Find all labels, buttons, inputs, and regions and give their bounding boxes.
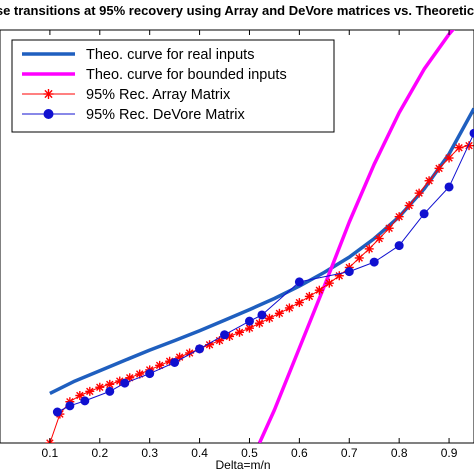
x-axis-label: Delta=m/n xyxy=(215,458,270,472)
chart-title: Phase transitions at 95% recovery using … xyxy=(0,3,474,18)
data-point-array xyxy=(394,212,404,222)
x-tick-layer: 0.1 0.2 0.3 0.4 0.5 0.6 0.7 0.8 0.9 xyxy=(42,30,458,460)
data-point-array xyxy=(464,141,474,151)
data-point-array xyxy=(234,327,244,337)
data-point-array xyxy=(95,382,105,392)
x-tick-label: 0.3 xyxy=(141,446,158,460)
data-point-devore xyxy=(120,378,130,388)
data-point-devore xyxy=(145,369,155,379)
data-point-array xyxy=(424,176,434,186)
data-point-devore xyxy=(257,310,267,320)
x-tick-label: 0.9 xyxy=(441,446,458,460)
legend-marker-devore xyxy=(43,109,54,119)
series-line-bounded xyxy=(257,30,455,443)
data-point-array xyxy=(135,369,145,379)
data-point-devore xyxy=(65,401,75,411)
legend: Theo. curve for real inputs Theo. curve f… xyxy=(11,39,335,133)
data-point-devore xyxy=(469,128,474,138)
data-point-devore xyxy=(344,267,354,277)
data-point-array xyxy=(304,291,314,301)
data-point-array xyxy=(264,313,274,323)
x-tick-label: 0.6 xyxy=(291,446,308,460)
data-point-array xyxy=(294,298,304,308)
legend-label-array: 95% Rec. Array Matrix xyxy=(86,87,231,103)
data-point-array xyxy=(374,234,384,244)
data-point-array xyxy=(75,391,85,401)
data-point-array xyxy=(384,223,394,233)
data-point-array xyxy=(364,244,374,254)
data-point-array xyxy=(324,278,334,288)
x-tick-label: 0.4 xyxy=(191,446,208,460)
data-point-array xyxy=(444,153,454,163)
data-point-devore xyxy=(244,316,254,326)
data-point-devore xyxy=(394,241,404,251)
data-point-devore xyxy=(294,277,304,287)
data-point-array xyxy=(354,253,364,263)
data-point-array xyxy=(454,143,464,153)
data-point-array xyxy=(254,318,264,328)
series-layer xyxy=(45,30,474,443)
legend-label-real: Theo. curve for real inputs xyxy=(86,47,254,63)
legend-label-devore: 95% Rec. DeVore Matrix xyxy=(86,107,246,123)
data-point-devore xyxy=(105,386,115,396)
data-point-array xyxy=(274,308,284,318)
data-point-devore xyxy=(80,396,90,406)
data-point-devore xyxy=(444,182,454,192)
data-point-array xyxy=(284,303,294,313)
data-point-array xyxy=(414,188,424,198)
legend-label-bounded: Theo. curve for bounded inputs xyxy=(86,67,287,83)
data-point-devore xyxy=(369,257,379,267)
data-point-array xyxy=(155,360,165,370)
data-point-array xyxy=(85,386,95,396)
data-point-devore xyxy=(170,357,180,367)
data-point-devore xyxy=(419,209,429,219)
x-tick-label: 0.2 xyxy=(91,446,108,460)
x-tick-label: 0.8 xyxy=(391,446,408,460)
legend-marker-array xyxy=(43,89,54,99)
x-tick-label: 0.5 xyxy=(241,446,258,460)
data-point-devore xyxy=(195,344,205,354)
x-tick-label: 0.1 xyxy=(42,446,59,460)
data-point-array xyxy=(404,201,414,211)
data-point-devore xyxy=(52,407,62,417)
legend-items: Theo. curve for real inputs Theo. curve f… xyxy=(22,47,287,123)
data-point-devore xyxy=(220,330,230,340)
x-tick-label: 0.7 xyxy=(341,446,358,460)
data-point-array xyxy=(434,163,444,173)
data-point-array xyxy=(314,285,324,295)
